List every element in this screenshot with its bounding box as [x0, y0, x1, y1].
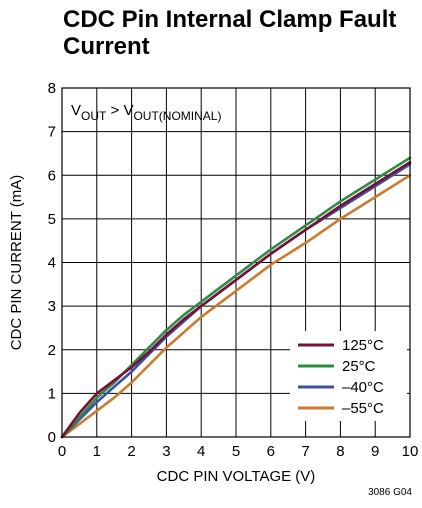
x-tick-label: 5: [232, 443, 240, 460]
ticks: 0 1 2 3 4 5 6 7 8 9 10 0 1 2 3 4 5 6 7 8: [48, 80, 419, 460]
x-tick-label: 3: [162, 443, 170, 460]
y-tick-label: 8: [48, 80, 56, 97]
x-tick-label: 2: [127, 443, 135, 460]
x-tick-label: 10: [402, 443, 419, 460]
legend-label: –40°C: [342, 379, 384, 396]
x-tick-label: 7: [301, 443, 309, 460]
series-line: [60, 156, 412, 439]
y-tick-label: 6: [48, 167, 56, 184]
y-tick-label: 7: [48, 124, 56, 141]
series-layer: [60, 156, 412, 439]
y-tick-label: 1: [48, 385, 56, 402]
y-tick-label: 3: [48, 298, 56, 315]
x-tick-label: 0: [58, 443, 66, 460]
figure-id: 3086 G04: [368, 487, 412, 498]
legend-label: –55°C: [342, 400, 384, 417]
y-tick-label: 4: [48, 255, 56, 272]
operating-condition-annotation: VOUT > VOUT(NOMINAL): [71, 102, 221, 123]
x-tick-label: 8: [336, 443, 344, 460]
x-tick-label: 1: [93, 443, 101, 460]
legend-label: 125°C: [342, 337, 384, 354]
series-line: [60, 160, 412, 439]
legend-label: 25°C: [342, 358, 376, 375]
y-tick-label: 0: [48, 429, 56, 446]
y-tick-label: 5: [48, 211, 56, 228]
x-axis-label: CDC PIN VOLTAGE (V): [157, 468, 316, 485]
y-axis-label: CDC PIN CURRENT (mA): [8, 175, 25, 351]
x-tick-label: 9: [371, 443, 379, 460]
legend: 125°C 25°C –40°C –55°C: [290, 331, 407, 421]
series-line: [60, 174, 412, 439]
chart-title: CDC Pin Internal Clamp Fault Current: [63, 6, 397, 60]
y-tick-label: 2: [48, 342, 56, 359]
x-tick-label: 6: [267, 443, 275, 460]
plot-border: [61, 87, 411, 438]
x-tick-label: 4: [197, 443, 205, 460]
